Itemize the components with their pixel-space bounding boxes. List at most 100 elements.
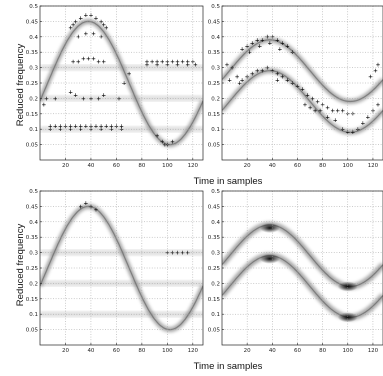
data-point: + (170, 58, 174, 66)
tick-label-y: 0.2 (211, 281, 220, 287)
tick-label-y: 0.05 (208, 328, 221, 334)
tick-label-x: 20 (62, 348, 69, 354)
data-point: + (230, 64, 234, 72)
data-point: + (341, 126, 345, 134)
tick-label-y: 0.4 (29, 35, 38, 41)
panel-top-left: + + + + + ++ ++ ++ + + ++ + + + + + ++ + + + + ++ + + + + + + + + + + + +… (26, 4, 204, 169)
data-point: + (84, 12, 88, 20)
hotspot (337, 281, 358, 292)
data-point: + (89, 95, 93, 103)
data-point: + (48, 126, 52, 134)
tick-label-y: 0.4 (211, 35, 220, 41)
tick-label-y: 0.15 (26, 112, 39, 118)
data-point: + (336, 107, 340, 115)
data-point: + (346, 110, 350, 118)
data-point: + (175, 61, 179, 69)
data-point: + (145, 58, 149, 66)
data-point: + (373, 67, 377, 75)
data-point: + (99, 18, 103, 26)
x-axis-label-top: Time in samples (194, 176, 263, 187)
data-point: + (71, 58, 75, 66)
data-point: + (86, 55, 90, 63)
data-point: + (366, 113, 370, 121)
data-point: + (79, 123, 83, 131)
data-point: + (318, 107, 322, 115)
data-point: + (285, 76, 289, 84)
data-point: + (258, 42, 262, 50)
data-point: + (117, 95, 121, 103)
data-point: + (250, 70, 254, 78)
tick-label-y: 0.05 (26, 143, 39, 149)
data-point: + (96, 95, 100, 103)
data-point: + (155, 58, 159, 66)
data-point: + (361, 119, 365, 127)
tick-label-x: 80 (319, 348, 326, 354)
data-point: + (74, 18, 78, 26)
data-point: + (326, 113, 330, 121)
data-point: + (245, 73, 249, 81)
tick-label-y: 0.45 (26, 204, 39, 210)
tick-label-x: 40 (269, 163, 276, 169)
data-point: + (68, 89, 72, 97)
tick-label-y: 0.05 (26, 328, 39, 334)
plot-body (222, 221, 383, 323)
tick-label-y: 0.25 (208, 266, 221, 272)
tick-label-x: 60 (113, 348, 120, 354)
data-point: + (165, 141, 169, 149)
tick-label-y: 0.35 (26, 50, 39, 56)
tick-label-y: 0.4 (211, 220, 220, 226)
data-point: + (165, 61, 169, 69)
tick-label-y: 0.05 (208, 143, 221, 149)
tick-label-y: 0.15 (208, 112, 221, 118)
tick-label-x: 100 (343, 348, 354, 354)
tick-label-y: 0.3 (29, 66, 38, 72)
data-point: + (305, 92, 309, 100)
data-point: + (371, 107, 375, 115)
tick-label-y: 0.25 (26, 266, 39, 272)
data-point: + (356, 126, 360, 134)
data-point: + (44, 95, 48, 103)
x-axis-label-bottom: Time in samples (194, 361, 263, 372)
tick-label-x: 20 (244, 163, 251, 169)
data-point: + (89, 12, 93, 20)
data-point: + (71, 21, 75, 29)
data-point: + (48, 123, 52, 131)
tick-label-y: 0.35 (208, 50, 221, 56)
data-point: + (326, 104, 330, 112)
data-point: + (102, 58, 106, 66)
tick-label-x: 120 (368, 348, 379, 354)
tick-label-x: 60 (113, 163, 120, 169)
data-point: + (351, 110, 355, 118)
tick-label-x: 20 (244, 348, 251, 354)
data-point: + (76, 33, 80, 41)
data-point: + (255, 67, 259, 75)
data-point: + (79, 203, 83, 211)
tick-label-y: 0.3 (211, 251, 220, 257)
data-point: + (94, 15, 98, 23)
tick-label-y: 0.2 (29, 96, 38, 102)
tick-label-x: 100 (343, 163, 354, 169)
data-point: + (333, 116, 337, 124)
data-point: + (170, 249, 174, 257)
tick-label-x: 60 (294, 348, 301, 354)
y-axis-label-top: Reduced frequency (15, 44, 26, 127)
data-point: + (53, 123, 57, 131)
data-point: + (227, 76, 231, 84)
data-point: + (68, 123, 72, 131)
tick-label-x: 80 (138, 348, 145, 354)
tick-label-x: 100 (162, 348, 173, 354)
data-point: + (290, 49, 294, 57)
ridge-core (40, 20, 203, 146)
data-point: + (127, 70, 131, 78)
data-point: + (155, 61, 159, 69)
data-point: + (94, 206, 98, 214)
data-point: + (175, 249, 179, 257)
data-point: + (341, 107, 345, 115)
panel-bottom-left: + + + ++ + + + +20 40 60 80 100 1200.050.10.150.20.2… (26, 189, 204, 354)
data-point: + (193, 61, 197, 69)
data-point: + (76, 58, 80, 66)
tick-label-x: 80 (138, 163, 145, 169)
data-point: + (260, 36, 264, 44)
tick-label-y: 0.35 (208, 235, 221, 241)
